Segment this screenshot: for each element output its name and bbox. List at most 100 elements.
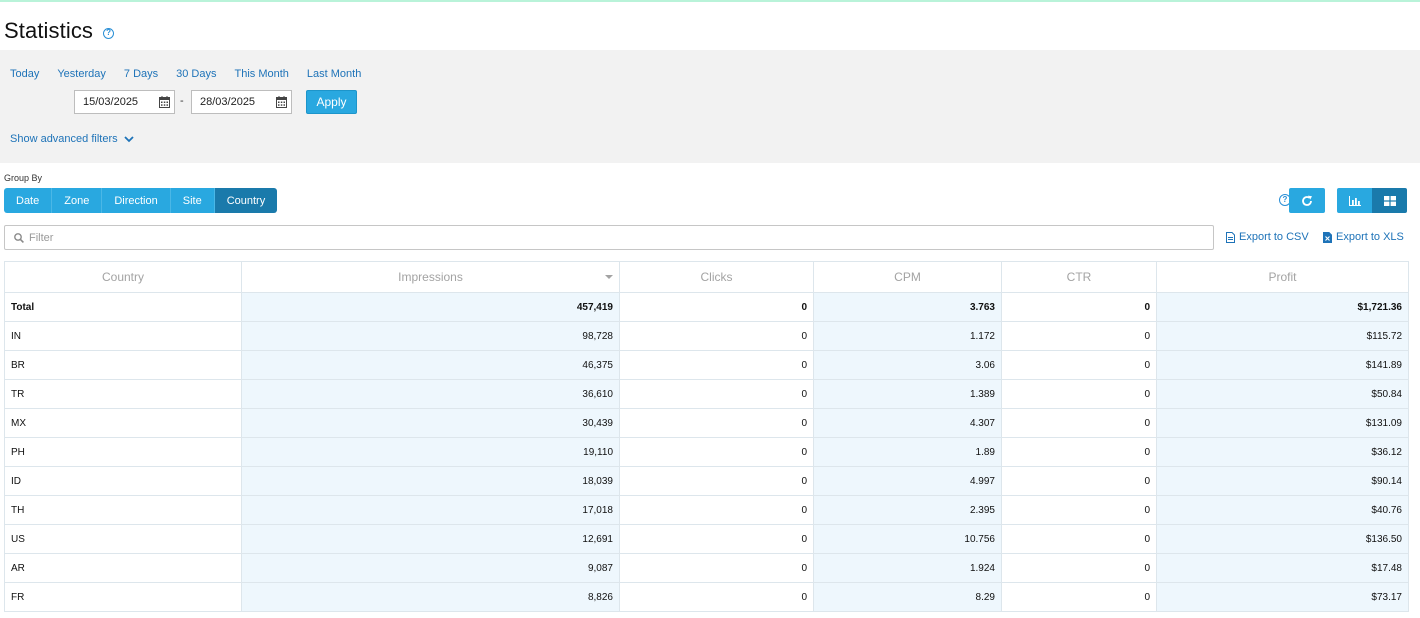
cell-impressions: 457,419 — [241, 292, 620, 322]
cell-country: Total — [4, 292, 242, 322]
chevron-down-icon — [123, 135, 134, 142]
top-accent-bar — [0, 0, 1420, 2]
column-header-ctr[interactable]: CTR — [1001, 261, 1157, 293]
cell-profit: $131.09 — [1156, 408, 1409, 438]
cell-impressions: 17,018 — [241, 495, 620, 525]
cell-clicks: 0 — [619, 437, 814, 467]
cell-profit: $136.50 — [1156, 524, 1409, 554]
cell-cpm: 1.924 — [813, 553, 1002, 583]
table-row: ID 18,039 0 4.997 0 $90.14 — [4, 466, 1409, 496]
filter-input[interactable] — [29, 231, 1179, 244]
cell-cpm: 10.756 — [813, 524, 1002, 554]
cell-ctr: 0 — [1001, 553, 1157, 583]
cell-country: IN — [4, 321, 242, 351]
cell-country: US — [4, 524, 242, 554]
cell-profit: $115.72 — [1156, 321, 1409, 351]
range-last-month[interactable]: Last Month — [306, 68, 362, 80]
cell-impressions: 12,691 — [241, 524, 620, 554]
range-yesterday[interactable]: Yesterday — [57, 68, 106, 80]
cell-impressions: 9,087 — [241, 553, 620, 583]
cell-country: FR — [4, 582, 242, 612]
tab-zone[interactable]: Zone — [52, 188, 103, 213]
cell-country: BR — [4, 350, 242, 380]
cell-clicks: 0 — [619, 553, 814, 583]
xls-file-icon — [1323, 231, 1332, 243]
cell-ctr: 0 — [1001, 321, 1157, 351]
cell-impressions: 36,610 — [241, 379, 620, 409]
sort-desc-icon — [605, 275, 613, 279]
search-icon — [14, 232, 24, 243]
cell-country: MX — [4, 408, 242, 438]
date-to-input[interactable]: 28/03/2025 — [191, 90, 292, 114]
cell-clicks: 0 — [619, 524, 814, 554]
show-advanced-filters-link[interactable]: Show advanced filters — [10, 133, 134, 145]
cell-cpm: 4.997 — [813, 466, 1002, 496]
cell-ctr: 0 — [1001, 437, 1157, 467]
chart-view-button[interactable] — [1337, 188, 1372, 213]
calendar-icon[interactable] — [159, 96, 170, 108]
cell-country: AR — [4, 553, 242, 583]
cell-clicks: 0 — [619, 379, 814, 409]
column-header-clicks[interactable]: Clicks — [619, 261, 814, 293]
cell-country: PH — [4, 437, 242, 467]
group-by-tabs: Date Zone Direction Site Country — [4, 188, 278, 213]
refresh-button[interactable] — [1289, 188, 1325, 213]
export-xls-label: Export to XLS — [1336, 231, 1404, 243]
range-today[interactable]: Today — [10, 68, 40, 80]
cell-ctr: 0 — [1001, 350, 1157, 380]
cell-clicks: 0 — [619, 350, 814, 380]
column-header-cpm[interactable]: CPM — [813, 261, 1002, 293]
range-this-month[interactable]: This Month — [234, 68, 289, 80]
cell-ctr: 0 — [1001, 466, 1157, 496]
column-header-country[interactable]: Country — [4, 261, 242, 293]
table-row: BR 46,375 0 3.06 0 $141.89 — [4, 350, 1409, 380]
page-title: Statistics — [4, 18, 94, 43]
column-header-impressions[interactable]: Impressions — [241, 261, 620, 293]
calendar-icon[interactable] — [276, 96, 287, 108]
table-row: PH 19,110 0 1.89 0 $36.12 — [4, 437, 1409, 467]
export-csv-link[interactable]: Export to CSV — [1226, 231, 1309, 243]
table-view-button[interactable] — [1372, 188, 1407, 213]
filter-search-box — [4, 225, 1214, 250]
page-header: Statistics ? — [0, 14, 115, 48]
column-header-label: Impressions — [398, 270, 463, 284]
range-30-days[interactable]: 30 Days — [176, 68, 217, 80]
tab-country[interactable]: Country — [214, 188, 278, 213]
column-header-profit[interactable]: Profit — [1156, 261, 1409, 293]
date-to-value: 28/03/2025 — [200, 96, 256, 108]
cell-impressions: 18,039 — [241, 466, 620, 496]
cell-profit: $90.14 — [1156, 466, 1409, 496]
export-xls-link[interactable]: Export to XLS — [1323, 231, 1404, 243]
cell-clicks: 0 — [619, 408, 814, 438]
cell-cpm: 2.395 — [813, 495, 1002, 525]
table-row: IN 98,728 0 1.172 0 $115.72 — [4, 321, 1409, 351]
cell-ctr: 0 — [1001, 582, 1157, 612]
cell-impressions: 98,728 — [241, 321, 620, 351]
tab-site[interactable]: Site — [170, 188, 215, 213]
cell-cpm: 3.763 — [813, 292, 1002, 322]
cell-profit: $36.12 — [1156, 437, 1409, 467]
cell-profit: $73.17 — [1156, 582, 1409, 612]
tab-date[interactable]: Date — [4, 188, 53, 213]
date-filter-panel: Today Yesterday 7 Days 30 Days This Mont… — [0, 50, 1420, 163]
cell-cpm: 4.307 — [813, 408, 1002, 438]
apply-button[interactable]: Apply — [306, 90, 357, 114]
cell-country: ID — [4, 466, 242, 496]
range-7-days[interactable]: 7 Days — [123, 68, 159, 80]
cell-impressions: 30,439 — [241, 408, 620, 438]
cell-cpm: 1.389 — [813, 379, 1002, 409]
statistics-table: Country Impressions Clicks CPM CTR Profi… — [4, 261, 1409, 612]
date-from-input[interactable]: 15/03/2025 — [74, 90, 175, 114]
refresh-icon — [1302, 195, 1312, 206]
tab-direction[interactable]: Direction — [102, 188, 171, 213]
total-row: Total 457,419 0 3.763 0 $1,721.36 — [4, 292, 1409, 322]
table-row: FR 8,826 0 8.29 0 $73.17 — [4, 582, 1409, 612]
table-header-row: Country Impressions Clicks CPM CTR Profi… — [4, 261, 1409, 293]
help-icon[interactable]: ? — [103, 27, 115, 39]
cell-country: TR — [4, 379, 242, 409]
table-row: TR 36,610 0 1.389 0 $50.84 — [4, 379, 1409, 409]
cell-country: TH — [4, 495, 242, 525]
cell-profit: $1,721.36 — [1156, 292, 1409, 322]
cell-profit: $141.89 — [1156, 350, 1409, 380]
date-from-value: 15/03/2025 — [83, 96, 139, 108]
